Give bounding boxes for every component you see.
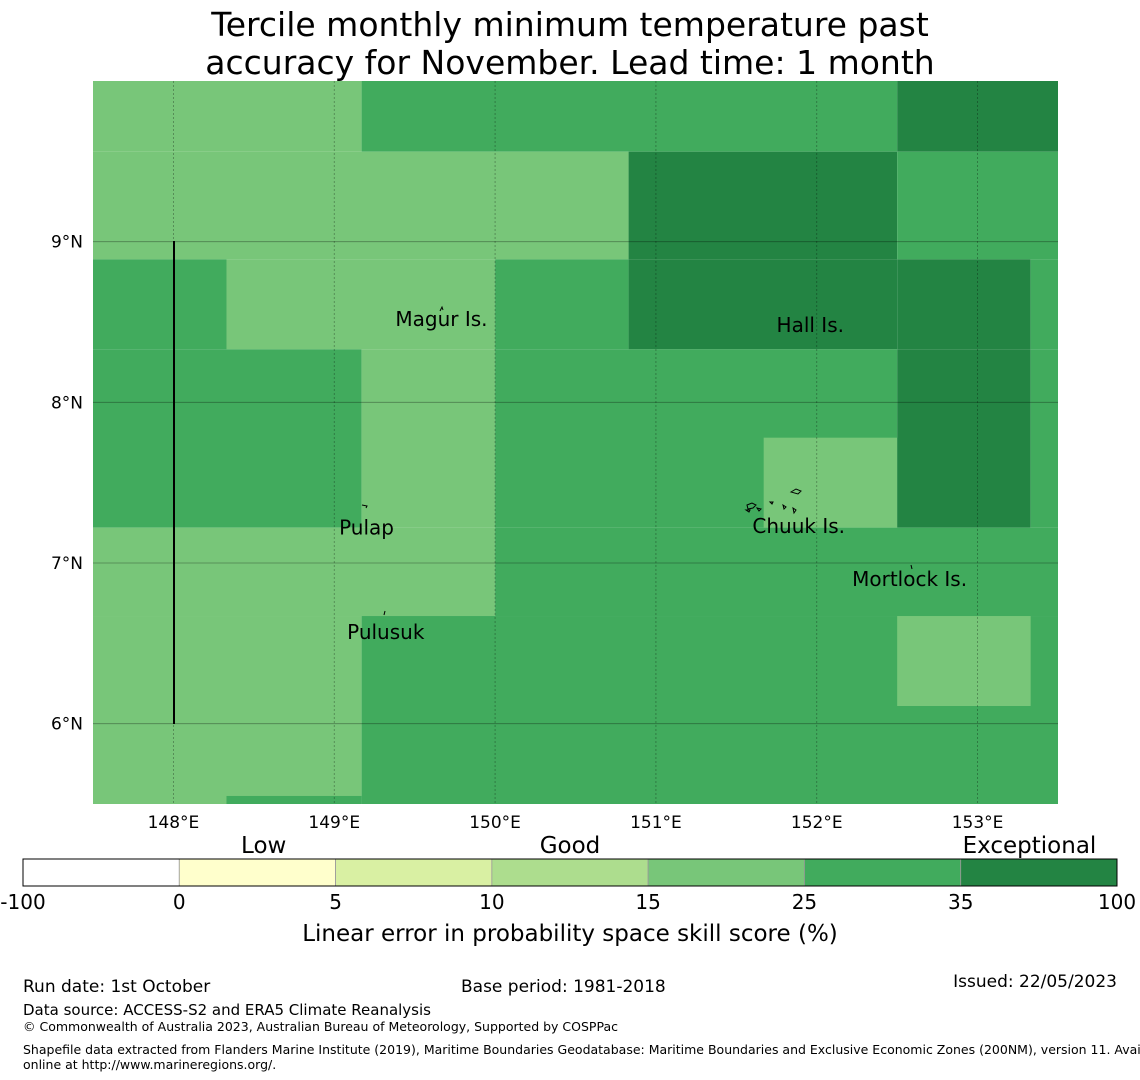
colorbar-tick-labels: -100 0 5 10 15 25 35 100 xyxy=(0,890,1136,914)
colorbar-title: Linear error in probability space skill … xyxy=(302,921,838,947)
skill-cell xyxy=(93,259,227,350)
colorbar-frame xyxy=(22,858,1118,887)
lon-tick-label: 153°E xyxy=(952,813,1004,833)
graticule xyxy=(93,81,1058,804)
colorbar-category-label: Exceptional xyxy=(963,833,1097,859)
skill-cell xyxy=(93,151,629,260)
pulap-island-outline xyxy=(361,504,368,509)
skill-cell xyxy=(897,259,1031,350)
colorbar-bin xyxy=(960,858,1118,887)
colorbar-category-label: Good xyxy=(540,833,601,859)
map-figure: Magur Is. Hall Is. Pulap Chuuk Is. Mortlock … xyxy=(0,81,1136,947)
data-source: Data source: ACCESS-S2 and ERA5 Climate … xyxy=(23,1001,431,1019)
lon-tick-label: 150°E xyxy=(469,813,521,833)
skill-cell xyxy=(226,795,362,804)
lat-tick-label: 8°N xyxy=(51,393,83,413)
place-label: Magur Is. xyxy=(395,307,487,331)
colorbar-tick-label: 0 xyxy=(173,890,186,914)
skill-cell xyxy=(361,349,496,528)
skill-cell xyxy=(495,259,629,350)
colorbar-bin xyxy=(804,858,962,887)
colorbar-tick-label: 15 xyxy=(635,890,660,914)
skill-cell xyxy=(628,259,898,350)
colorbar-tick-label: 100 xyxy=(1098,890,1136,914)
lon-tick-label: 151°E xyxy=(630,813,682,833)
skill-cell xyxy=(763,437,898,528)
colorbar-bin xyxy=(22,858,180,887)
skill-cell xyxy=(897,616,1031,706)
colorbar-bin xyxy=(491,858,649,887)
map-axes: 148°E 149°E 150°E 151°E 152°E 153°E 9°N 8°N 7°N 6… xyxy=(51,233,1003,833)
skill-cell xyxy=(93,349,362,528)
place-labels: Magur Is. Hall Is. Pulap Chuuk Is. Mortlock … xyxy=(339,307,967,644)
skill-cell xyxy=(897,81,1058,152)
shapefile-credit-line-1: Shapefile data extracted from Flanders M… xyxy=(23,1042,1140,1057)
colorbar-tick-label: 25 xyxy=(792,890,817,914)
skill-cell xyxy=(628,151,898,260)
colorbar-category-label: Low xyxy=(241,833,286,859)
colorbar-tick-label: 10 xyxy=(479,890,504,914)
skill-cell xyxy=(1030,349,1058,528)
skill-cell xyxy=(495,527,1058,617)
shapefile-credit-line-2: online at http://www.marineregions.org/. xyxy=(23,1057,277,1072)
colorbar-bin xyxy=(647,858,805,887)
place-label: Pulap xyxy=(339,516,394,540)
skill-cell xyxy=(226,259,496,350)
colorbar: Low Good Exceptional -100 0 5 10 15 25 35 100 Lin… xyxy=(0,833,1136,947)
mortlock-island-outline xyxy=(910,564,913,570)
pulusuk-island-outline xyxy=(383,610,386,616)
colorbar-bins xyxy=(22,858,1118,887)
copyright-notice: © Commonwealth of Australia 2023, Austra… xyxy=(23,1019,618,1034)
skill-cell xyxy=(361,81,898,152)
lat-tick-label: 6°N xyxy=(51,715,83,735)
lat-tick-label: 7°N xyxy=(51,554,83,574)
lat-tick-label: 9°N xyxy=(51,233,83,253)
place-label: Hall Is. xyxy=(777,313,844,337)
issued-date: Issued: 22/05/2023 xyxy=(953,972,1117,992)
magur-island-outline xyxy=(439,305,444,312)
skill-cell xyxy=(897,151,1058,260)
skill-score-cells xyxy=(93,81,1058,804)
place-label: Mortlock Is. xyxy=(852,567,967,591)
island-outlines xyxy=(361,305,913,616)
colorbar-categories: Low Good Exceptional xyxy=(241,833,1096,859)
colorbar-tick-label: -100 xyxy=(0,890,45,914)
chart-title-line-2: accuracy for November. Lead time: 1 mont… xyxy=(205,43,935,82)
run-date: Run date: 1st October xyxy=(23,977,211,997)
lon-tick-label: 152°E xyxy=(791,813,843,833)
colorbar-tick-label: 35 xyxy=(948,890,973,914)
colorbar-bin xyxy=(335,858,493,887)
skill-cell xyxy=(93,81,362,152)
chuuk-island-outline xyxy=(744,488,802,515)
skill-cell xyxy=(93,527,496,617)
lon-tick-label: 148°E xyxy=(148,813,200,833)
colorbar-tick-label: 5 xyxy=(329,890,342,914)
lon-tick-label: 149°E xyxy=(308,813,360,833)
chart-title-line-1: Tercile monthly minimum temperature past xyxy=(211,5,929,44)
skill-cell xyxy=(93,616,362,804)
colorbar-bin xyxy=(178,858,336,887)
place-label: Pulusuk xyxy=(347,620,425,644)
skill-cell xyxy=(1030,259,1058,350)
place-label: Chuuk Is. xyxy=(752,514,845,538)
skill-cell xyxy=(897,349,1031,528)
base-period: Base period: 1981-2018 xyxy=(461,977,666,997)
